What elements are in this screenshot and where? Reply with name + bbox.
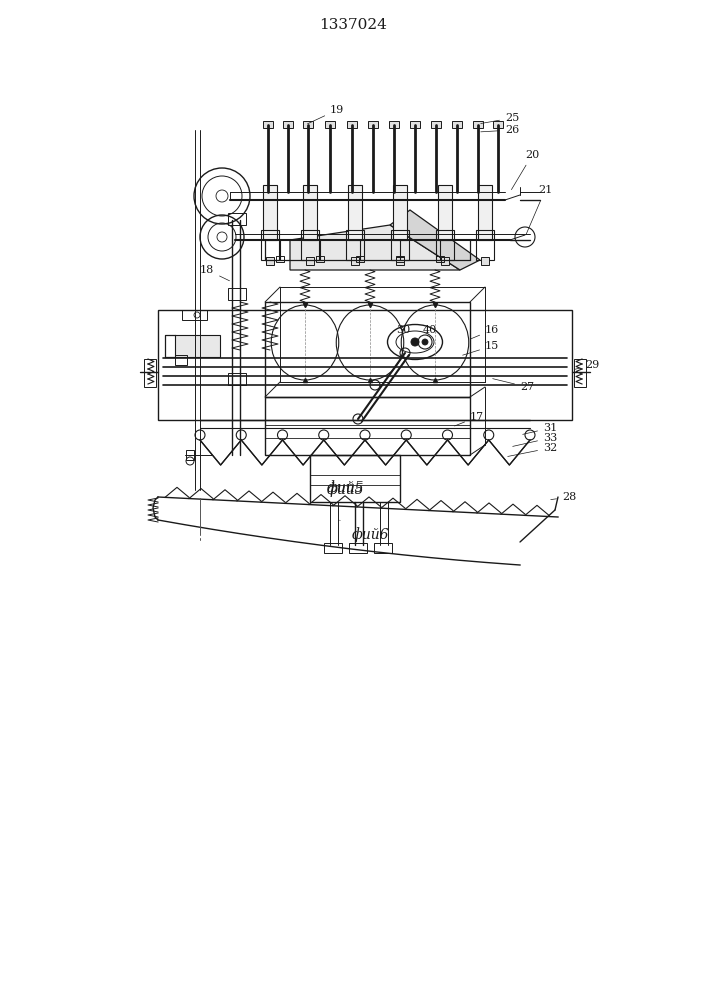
Bar xyxy=(441,257,449,265)
Bar xyxy=(301,230,319,260)
Bar xyxy=(356,256,364,262)
Text: 40: 40 xyxy=(423,325,437,335)
Text: 19: 19 xyxy=(308,105,344,124)
Bar xyxy=(263,121,273,128)
Bar xyxy=(310,455,400,502)
Bar xyxy=(396,256,404,262)
Bar xyxy=(348,185,362,240)
Bar xyxy=(144,359,156,387)
Text: 30: 30 xyxy=(396,325,410,335)
Bar xyxy=(175,335,220,357)
Text: фий5: фий5 xyxy=(326,481,363,495)
Bar xyxy=(303,121,313,128)
Bar xyxy=(452,121,462,128)
Bar xyxy=(438,185,452,240)
Text: 15: 15 xyxy=(462,341,499,355)
Text: 25: 25 xyxy=(481,113,519,124)
Text: 16: 16 xyxy=(471,325,499,339)
Bar xyxy=(303,185,317,240)
Bar xyxy=(261,230,279,260)
Bar xyxy=(431,121,441,128)
Text: 20: 20 xyxy=(511,150,539,190)
Text: фий6: фий6 xyxy=(338,519,342,521)
Bar xyxy=(175,355,187,365)
Text: 28: 28 xyxy=(551,492,576,502)
Bar xyxy=(228,288,246,300)
Bar xyxy=(186,450,194,460)
Bar xyxy=(396,257,404,265)
Text: фий6: фий6 xyxy=(351,528,389,542)
Bar xyxy=(478,185,492,240)
Bar xyxy=(346,230,364,260)
Bar xyxy=(374,543,392,553)
Bar xyxy=(182,310,207,320)
Text: 33: 33 xyxy=(513,433,557,446)
Circle shape xyxy=(411,338,419,346)
Text: 32: 32 xyxy=(508,443,557,456)
Text: 29: 29 xyxy=(575,360,600,370)
Bar xyxy=(228,213,246,225)
Bar xyxy=(574,359,586,387)
Bar xyxy=(306,257,314,265)
Bar xyxy=(324,543,342,553)
Bar xyxy=(436,256,444,262)
Text: фий5: фий5 xyxy=(326,483,363,497)
Bar xyxy=(347,121,357,128)
Circle shape xyxy=(422,339,428,345)
Bar xyxy=(391,230,409,260)
Bar xyxy=(316,256,324,262)
Bar xyxy=(263,185,277,240)
Bar xyxy=(410,121,420,128)
Bar xyxy=(473,121,483,128)
Bar xyxy=(436,230,454,260)
Bar xyxy=(276,256,284,262)
Text: 31: 31 xyxy=(522,423,557,434)
Text: 21: 21 xyxy=(526,185,552,234)
Bar xyxy=(351,257,359,265)
Bar xyxy=(265,302,470,397)
Text: 17: 17 xyxy=(455,412,484,426)
Bar xyxy=(283,121,293,128)
Bar xyxy=(228,373,246,385)
Bar xyxy=(476,230,494,260)
Bar xyxy=(393,185,407,240)
Bar xyxy=(325,121,335,128)
Text: 27: 27 xyxy=(493,379,534,392)
Bar xyxy=(266,257,274,265)
Bar xyxy=(389,121,399,128)
Bar xyxy=(158,310,572,420)
Bar xyxy=(265,397,470,455)
Text: 18: 18 xyxy=(200,265,230,281)
Polygon shape xyxy=(390,210,480,270)
Bar xyxy=(349,543,367,553)
Bar xyxy=(481,257,489,265)
Text: 1337024: 1337024 xyxy=(319,18,387,32)
Text: 26: 26 xyxy=(481,125,519,135)
Bar xyxy=(493,121,503,128)
Polygon shape xyxy=(290,225,460,270)
Bar xyxy=(368,121,378,128)
